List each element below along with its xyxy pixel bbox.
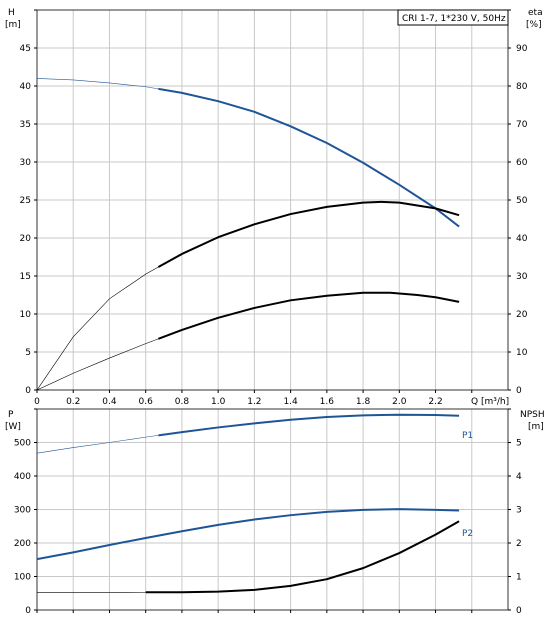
x-tick-label: 0.2 [66, 397, 80, 407]
h-axis-unit: [m] [5, 20, 21, 30]
upper-grid [37, 9, 508, 390]
power-npsh-panel: 0 100 200 300 400 500 0 1 2 3 4 5 P [W] NPSH [m] P1… [5, 408, 545, 616]
left-tick-label: 20 [20, 234, 32, 244]
right-tick-label: 0 [516, 606, 522, 616]
left-tick-label: 500 [14, 439, 31, 449]
x-tick-label: 1.0 [211, 397, 226, 407]
p-axis-unit: [W] [5, 422, 21, 432]
left-tick-label: 40 [20, 82, 32, 92]
lower-ticks: 0 100 200 300 400 500 0 1 2 3 4 5 [14, 408, 522, 616]
p-axis-title: P [8, 410, 14, 420]
p2-series-label: P2 [462, 529, 473, 539]
x-tick-label: 2.0 [392, 397, 407, 407]
right-tick-label: 40 [516, 234, 528, 244]
left-tick-label: 5 [25, 348, 31, 358]
upper-series-1-curve-thin [36, 266, 159, 391]
right-tick-label: 70 [516, 120, 528, 130]
eta-axis-unit: [%] [526, 20, 542, 30]
upper-ticks: 0 0.2 0.4 0.6 0.8 1.0 1.2 1.4 1.6 1.8 2.0 2.2 0 5 10 15… [20, 9, 528, 407]
right-tick-label: 4 [516, 472, 522, 482]
p1-curve [158, 413, 460, 437]
upper-series-1-curve [157, 200, 460, 268]
left-tick-label: 45 [20, 44, 31, 54]
right-tick-label: 60 [516, 158, 528, 168]
head-efficiency-panel: 0 0.2 0.4 0.6 0.8 1.0 1.2 1.4 1.6 1.8 2.0 2.2 0 5 10 15… [5, 8, 543, 407]
right-tick-label: 5 [516, 439, 522, 449]
left-tick-label: 200 [14, 539, 31, 549]
right-tick-label: 3 [516, 506, 522, 516]
left-tick-label: 10 [20, 310, 32, 320]
pump-label: CRI 1-7, 1*230 V, 50Hz [402, 14, 506, 24]
right-tick-label: 2 [516, 539, 522, 549]
left-tick-label: 0 [25, 386, 31, 396]
p1-series-label: P1 [462, 431, 473, 441]
x-tick-label: 2.2 [428, 397, 442, 407]
left-tick-label: 15 [20, 272, 31, 282]
npsh-axis-title: NPSH [520, 410, 545, 420]
upper-curves [36, 78, 460, 391]
right-tick-label: 80 [516, 82, 528, 92]
left-tick-label: 100 [14, 573, 31, 583]
upper-series-0-curve [158, 87, 460, 228]
p2-curve [36, 508, 460, 561]
p1-curve-thin [36, 435, 159, 454]
upper-series-2-curve-thin [36, 338, 159, 391]
x-tick-label: 1.2 [247, 397, 261, 407]
x-tick-label: 1.8 [356, 397, 371, 407]
left-tick-label: 25 [20, 196, 31, 206]
right-tick-label: 10 [516, 348, 528, 358]
right-tick-label: 1 [516, 573, 522, 583]
x-tick-label: 0.8 [175, 397, 190, 407]
x-tick-label: 0.6 [139, 397, 154, 407]
left-tick-label: 35 [20, 120, 31, 130]
npsh-axis-unit: [m] [528, 422, 544, 432]
right-tick-label: 90 [516, 44, 528, 54]
right-tick-label: 50 [516, 196, 528, 206]
upper-series-0-curve-thin [36, 78, 159, 90]
lower-series-2-curve [145, 520, 460, 594]
eta-axis-title: eta [528, 8, 543, 18]
left-tick-label: 400 [14, 472, 31, 482]
left-tick-label: 0 [25, 606, 31, 616]
x-tick-label: 0 [34, 397, 40, 407]
right-tick-label: 0 [516, 386, 522, 396]
upper-series-2-curve [158, 291, 460, 340]
x-tick-label: 1.6 [320, 397, 335, 407]
h-axis-title: H [8, 8, 15, 18]
lower-curves [36, 413, 460, 594]
left-tick-label: 300 [14, 506, 31, 516]
right-tick-label: 20 [516, 310, 528, 320]
x-tick-label: 1.4 [283, 397, 298, 407]
left-tick-label: 30 [20, 158, 32, 168]
right-tick-label: 30 [516, 272, 528, 282]
q-axis-label: Q [m³/h] [471, 397, 509, 407]
pump-label-box [397, 9, 509, 26]
x-tick-label: 0.4 [102, 397, 117, 407]
